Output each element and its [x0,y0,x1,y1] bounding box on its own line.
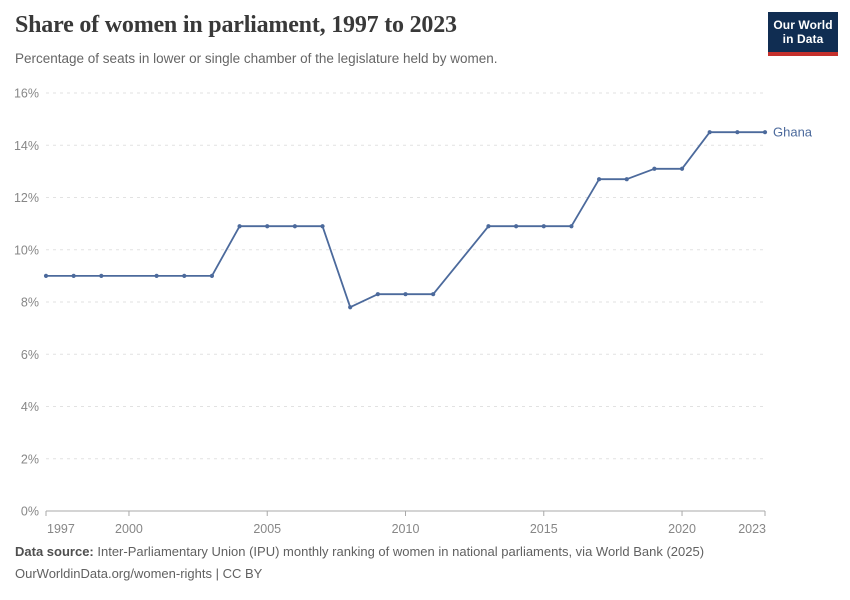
data-point-marker [292,224,297,229]
data-point-marker [265,224,270,229]
data-point-marker [514,224,519,229]
data-point-marker [624,177,629,182]
data-point-marker [762,130,768,135]
data-point-marker [320,224,325,229]
x-axis-tick-label: 2020 [668,522,696,536]
y-axis-tick-label: 0% [21,505,39,519]
data-point-marker [596,177,602,182]
x-axis-tick-label: 1997 [47,522,75,536]
series-line-ghana [45,131,766,309]
data-point-marker [154,273,159,278]
y-axis-tick-label: 4% [21,400,39,414]
owid-logo-stripe [768,52,838,56]
x-axis-tick-label: 2010 [392,522,420,536]
y-axis-tick-label: 2% [21,452,39,466]
data-point-marker [237,224,242,229]
data-point-marker [707,130,712,135]
data-point-marker [486,224,491,229]
x-axis-tick-label: 2005 [253,522,281,536]
x-axis-tick-label: 2000 [115,522,143,536]
y-axis-tick-label: 10% [14,243,39,257]
data-point-marker [735,130,740,135]
data-point-marker [679,166,685,171]
data-point-marker [209,273,215,278]
owid-logo: Our World in Data [768,12,838,56]
owid-logo-line1: Our World [773,18,833,32]
data-point-marker [348,305,353,310]
data-point-marker [541,224,546,229]
series-end-label: Ghana [773,125,813,140]
data-point-marker [403,292,408,297]
y-axis-tick-label: 12% [14,191,39,205]
data-point-marker [375,292,380,297]
y-axis-tick-label: 16% [14,87,39,101]
footer-license-line: OurWorldinData.org/women-rights | CC BY [15,566,263,581]
data-point-marker [43,273,49,278]
data-point-marker [182,273,187,278]
chart-footer: Data source: Inter-Parliamentary Union (… [15,541,835,585]
data-point-marker [652,166,657,171]
chart-subtitle: Percentage of seats in lower or single c… [15,51,498,66]
owid-logo-box: Our World in Data [768,12,838,52]
data-point-marker [431,292,436,297]
data-point-marker [71,273,76,278]
owid-logo-line2: in Data [782,32,824,46]
x-axis-tick-label: 2023 [738,522,766,536]
x-axis-tick-label: 2015 [530,522,558,536]
y-axis-tick-label: 6% [21,348,39,362]
data-point-marker [99,273,104,278]
data-point-marker [569,224,574,229]
y-axis-tick-label: 8% [21,296,39,310]
footer-source-line: Data source: Inter-Parliamentary Union (… [15,541,835,563]
footer-source-text: Inter-Parliamentary Union (IPU) monthly … [93,544,705,559]
chart-title: Share of women in parliament, 1997 to 20… [15,12,457,38]
footer-source-label: Data source: [15,544,94,559]
y-axis-tick-label: 14% [14,139,39,153]
